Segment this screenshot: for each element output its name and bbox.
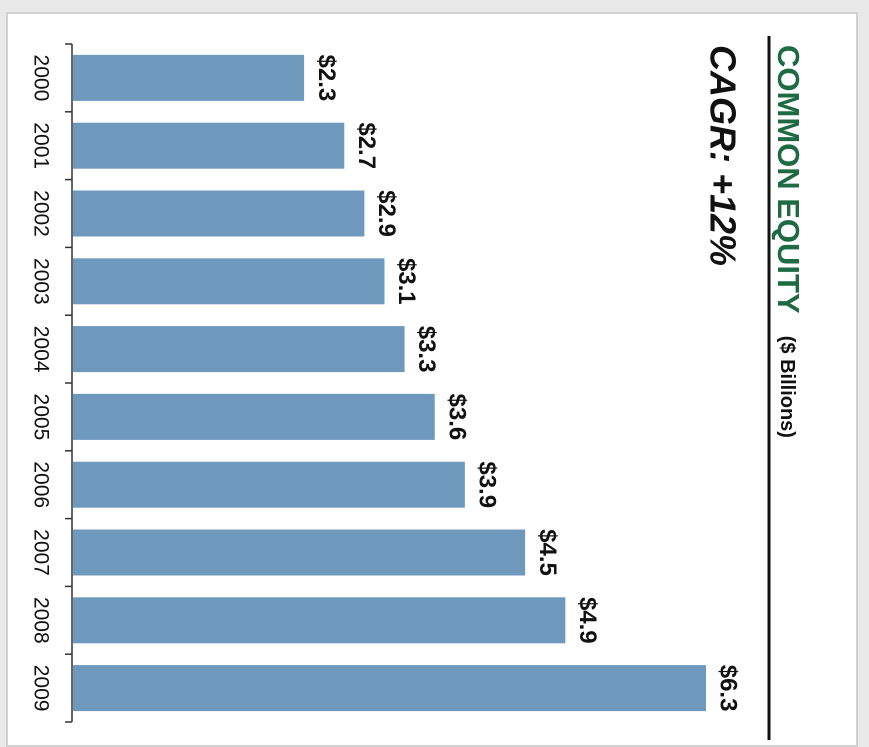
value-label-2004: $3.3 (413, 326, 440, 373)
tick-label-2007: 2007 (29, 529, 52, 576)
bars-group (73, 54, 706, 712)
tick-label-2009: 2009 (29, 665, 52, 712)
tick-label-2003: 2003 (29, 258, 52, 305)
value-label-2003: $3.1 (393, 258, 420, 305)
cagr-block: CAGR: +12% (702, 45, 743, 266)
tick-label-2005: 2005 (29, 394, 52, 441)
category-axis (65, 43, 73, 723)
value-labels-group: $2.3 $2.7 $2.9 $3.1 $3.3$3.6$3.9 $4.5 $4.9 $6.3 (313, 55, 742, 712)
bar-2002 (73, 190, 365, 237)
bar-2004 (73, 326, 405, 373)
value-label-2007: $4.5 (534, 529, 561, 576)
tick-label-2008: 2008 (29, 597, 52, 644)
bar-2009 (73, 665, 706, 712)
value-label-2001: $2.7 (353, 122, 380, 169)
tick-labels-group: 2000 2001 2002 2003 2004 2005 2006 2007 2008 2009 (29, 55, 52, 712)
tick-label-2001: 2001 (29, 122, 52, 169)
value-label-2006: $3.9 (474, 461, 501, 508)
value-label-2009: $6.3 (715, 665, 742, 712)
bar-2005 (73, 393, 435, 440)
value-label-2002: $2.9 (373, 190, 400, 237)
cagr-annotation: CAGR: +12% (702, 45, 743, 266)
tick-label-2004: 2004 (29, 326, 52, 373)
bar-2007 (73, 529, 526, 576)
tick-label-2006: 2006 (29, 461, 52, 508)
value-label-2008: $4.9 (574, 597, 601, 644)
svg-text:COMMON EQUITY ($ Billion: COMMON EQUITY ($ Billions) (771, 45, 806, 438)
chart-subtitle: ($ Billions) (776, 336, 798, 438)
bar-2003 (73, 258, 385, 305)
tick-label-2000: 2000 (29, 55, 52, 102)
bar-2006 (73, 461, 465, 508)
bar-2008 (73, 597, 566, 644)
title-block: COMMON EQUITY ($ Billions) (771, 45, 806, 438)
bar-2001 (73, 122, 345, 169)
chart-title: COMMON EQUITY (771, 45, 806, 314)
value-label-2005: $3.6 (443, 394, 470, 441)
bar-2000 (73, 54, 305, 101)
tick-label-2002: 2002 (29, 190, 52, 237)
value-label-2000: $2.3 (313, 55, 340, 102)
